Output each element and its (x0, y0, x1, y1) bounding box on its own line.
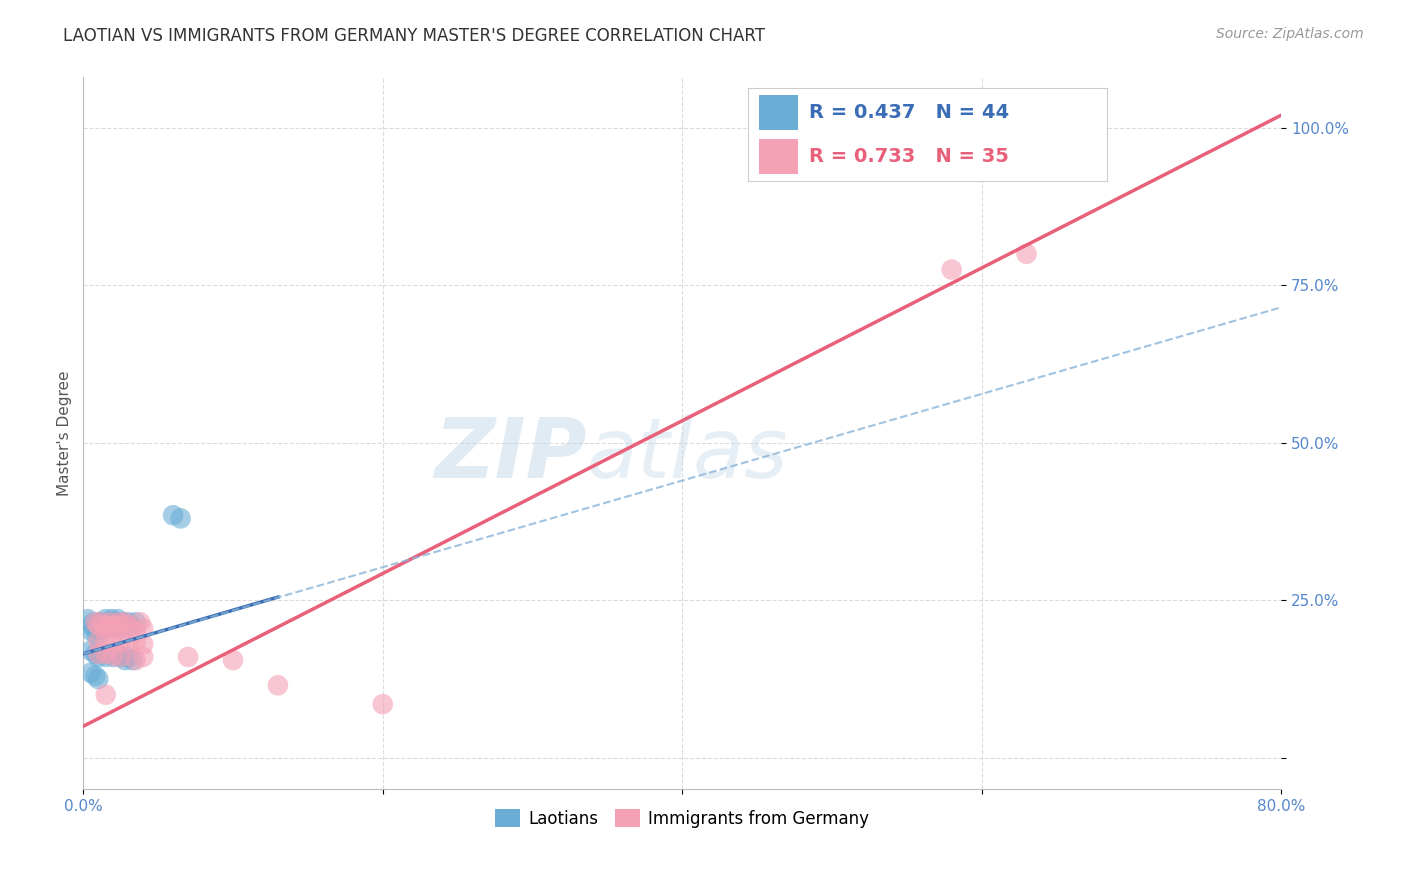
Point (105, 615, 128, 630)
Point (117, 649, 139, 664)
Point (103, 649, 125, 664)
Point (90, 624, 112, 639)
Point (100, 612, 122, 626)
Point (103, 618, 125, 632)
Point (105, 622, 128, 636)
Point (132, 637, 155, 651)
Point (90, 647, 112, 661)
Point (117, 618, 139, 632)
Point (108, 615, 131, 630)
Point (110, 649, 132, 664)
Point (96, 615, 118, 630)
Point (87, 647, 110, 661)
Point (111, 615, 134, 630)
Point (87, 649, 110, 664)
Point (80, 665, 103, 680)
Point (104, 618, 127, 632)
Point (1015, 247, 1038, 261)
Point (125, 624, 148, 639)
Point (83, 615, 105, 630)
Point (110, 634, 132, 648)
Y-axis label: Master's Degree: Master's Degree (58, 370, 72, 496)
Point (98, 647, 121, 661)
Point (110, 622, 132, 636)
Point (120, 618, 142, 632)
Point (87, 672, 110, 686)
Point (91, 622, 114, 636)
Point (98, 615, 121, 630)
Point (86, 628, 108, 642)
Text: LAOTIAN VS IMMIGRANTS FROM GERMANY MASTER'S DEGREE CORRELATION CHART: LAOTIAN VS IMMIGRANTS FROM GERMANY MASTE… (63, 27, 765, 45)
Text: ZIP: ZIP (433, 414, 586, 495)
Point (103, 637, 125, 651)
Legend: Laotians, Immigrants from Germany: Laotians, Immigrants from Germany (488, 803, 876, 834)
Point (94, 634, 117, 648)
Point (114, 615, 136, 630)
Point (177, 649, 200, 664)
Point (941, 262, 963, 277)
Point (98, 615, 121, 630)
Point (132, 622, 155, 636)
Point (112, 618, 135, 632)
Point (82, 624, 104, 639)
Point (107, 612, 129, 626)
Point (125, 634, 148, 648)
Point (162, 508, 184, 523)
Point (94, 612, 117, 626)
Point (93, 618, 115, 632)
Point (132, 649, 155, 664)
Point (114, 653, 136, 667)
Point (97, 622, 120, 636)
Point (84, 647, 107, 661)
Point (80, 618, 103, 632)
Point (90, 615, 112, 630)
Point (89, 615, 111, 630)
Point (84, 669, 107, 683)
Text: Source: ZipAtlas.com: Source: ZipAtlas.com (1216, 27, 1364, 41)
Point (169, 511, 191, 525)
Point (87, 618, 110, 632)
Point (371, 697, 394, 711)
Point (110, 649, 132, 664)
Point (96, 618, 118, 632)
Point (117, 637, 139, 651)
Point (103, 648, 125, 663)
Point (121, 653, 143, 667)
Point (267, 678, 290, 692)
Point (103, 615, 125, 630)
Point (105, 647, 128, 661)
Point (222, 653, 245, 667)
Point (84, 622, 107, 636)
Text: atlas: atlas (586, 414, 787, 495)
Point (84, 615, 107, 630)
Point (129, 615, 152, 630)
Point (108, 615, 131, 630)
Point (93, 622, 115, 636)
Point (76, 612, 98, 626)
Point (125, 653, 148, 667)
Point (94, 688, 117, 702)
Point (117, 615, 139, 630)
Point (94, 649, 117, 664)
Point (125, 615, 148, 630)
Point (111, 618, 134, 632)
Point (87, 634, 110, 648)
Point (94, 647, 117, 661)
Point (87, 618, 110, 632)
Point (80, 643, 103, 657)
